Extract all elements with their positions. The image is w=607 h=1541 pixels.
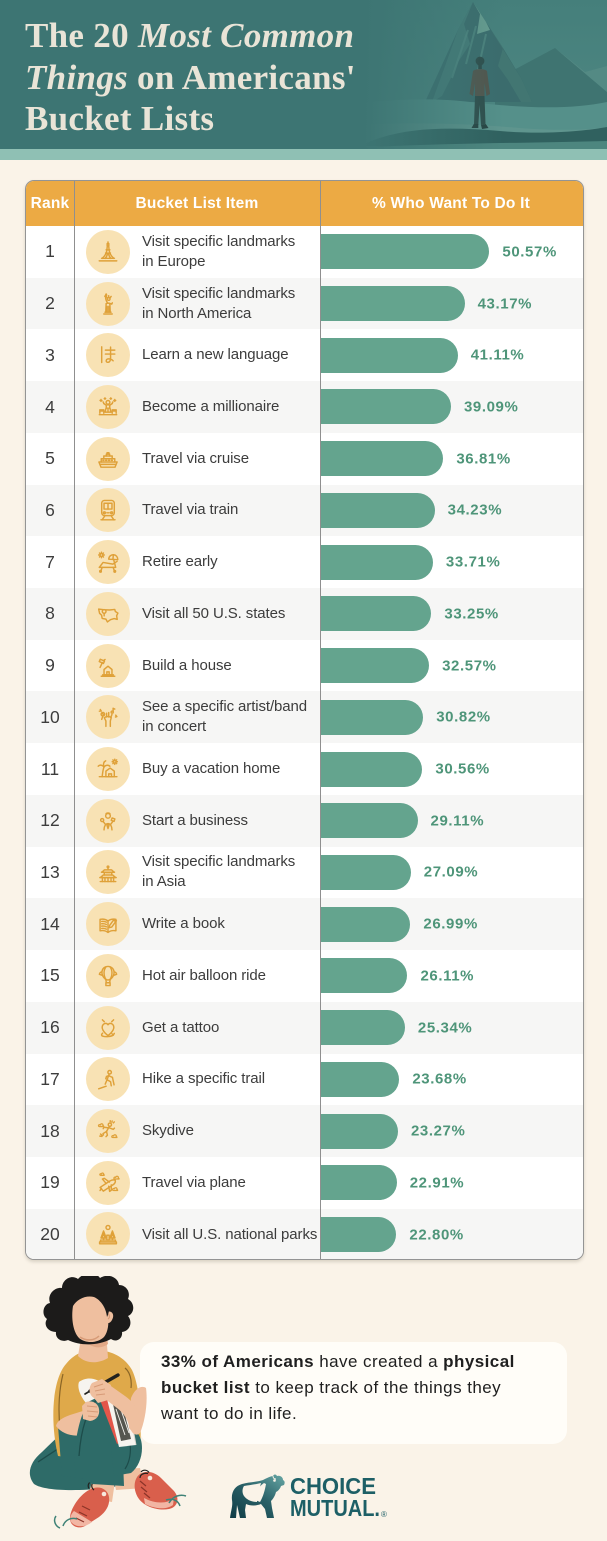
svg-text:MUTUAL.: MUTUAL. — [290, 1495, 380, 1521]
svg-text:CHOICE: CHOICE — [290, 1473, 376, 1499]
svg-text:®: ® — [381, 1510, 387, 1519]
